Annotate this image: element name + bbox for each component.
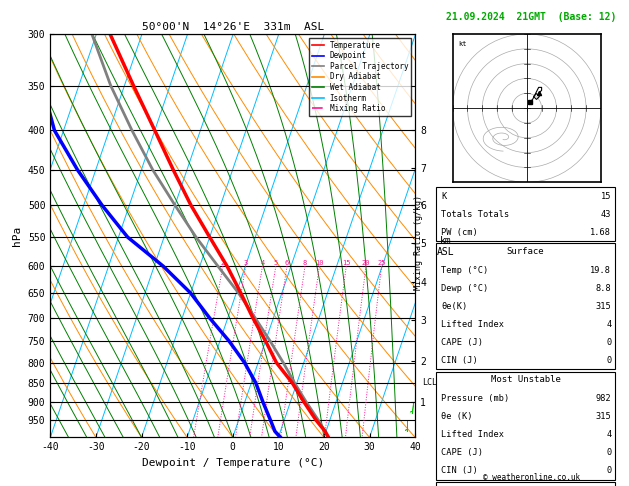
Text: CIN (J): CIN (J) xyxy=(441,466,477,475)
Text: 4: 4 xyxy=(606,320,611,329)
Text: PW (cm): PW (cm) xyxy=(441,227,477,237)
Text: θe (K): θe (K) xyxy=(441,412,472,421)
Text: 25: 25 xyxy=(377,260,386,266)
Text: 21.09.2024  21GMT  (Base: 12): 21.09.2024 21GMT (Base: 12) xyxy=(447,12,616,22)
Text: 315: 315 xyxy=(596,302,611,311)
Text: 3: 3 xyxy=(243,260,248,266)
Text: Lifted Index: Lifted Index xyxy=(441,320,504,329)
Text: 8: 8 xyxy=(303,260,307,266)
Text: 10: 10 xyxy=(315,260,323,266)
Text: Most Unstable: Most Unstable xyxy=(491,375,560,384)
Text: Surface: Surface xyxy=(507,247,544,256)
Text: 4: 4 xyxy=(606,430,611,439)
Text: 19.8: 19.8 xyxy=(591,266,611,275)
Text: kt: kt xyxy=(459,41,467,47)
Title: 50°00'N  14°26'E  331m  ASL: 50°00'N 14°26'E 331m ASL xyxy=(142,22,324,32)
Text: Lifted Index: Lifted Index xyxy=(441,430,504,439)
Text: Pressure (mb): Pressure (mb) xyxy=(441,394,509,403)
Text: 1.68: 1.68 xyxy=(591,227,611,237)
Text: K: K xyxy=(441,191,446,201)
Legend: Temperature, Dewpoint, Parcel Trajectory, Dry Adiabat, Wet Adiabat, Isotherm, Mi: Temperature, Dewpoint, Parcel Trajectory… xyxy=(309,38,411,116)
Text: 20: 20 xyxy=(362,260,370,266)
Text: 4: 4 xyxy=(260,260,265,266)
Text: 0: 0 xyxy=(606,448,611,457)
X-axis label: Dewpoint / Temperature (°C): Dewpoint / Temperature (°C) xyxy=(142,458,324,468)
Text: Totals Totals: Totals Totals xyxy=(441,209,509,219)
Text: Temp (°C): Temp (°C) xyxy=(441,266,488,275)
Text: 15: 15 xyxy=(342,260,350,266)
Y-axis label: km
ASL: km ASL xyxy=(437,236,454,257)
Text: CAPE (J): CAPE (J) xyxy=(441,338,483,347)
Text: Mixing Ratio (g/kg): Mixing Ratio (g/kg) xyxy=(414,195,423,291)
Text: θe(K): θe(K) xyxy=(441,302,467,311)
Text: 43: 43 xyxy=(601,209,611,219)
Text: CAPE (J): CAPE (J) xyxy=(441,448,483,457)
Y-axis label: hPa: hPa xyxy=(13,226,22,246)
Text: 0: 0 xyxy=(606,356,611,365)
Text: 315: 315 xyxy=(596,412,611,421)
Text: Dewp (°C): Dewp (°C) xyxy=(441,284,488,293)
Text: LCL: LCL xyxy=(423,379,437,387)
Text: CIN (J): CIN (J) xyxy=(441,356,477,365)
Text: 5: 5 xyxy=(274,260,278,266)
Text: 15: 15 xyxy=(601,191,611,201)
Text: 8.8: 8.8 xyxy=(596,284,611,293)
Text: 982: 982 xyxy=(596,394,611,403)
Text: 6: 6 xyxy=(285,260,289,266)
Text: © weatheronline.co.uk: © weatheronline.co.uk xyxy=(483,473,580,482)
Text: 0: 0 xyxy=(606,338,611,347)
Text: 2: 2 xyxy=(221,260,225,266)
Text: 0: 0 xyxy=(606,466,611,475)
